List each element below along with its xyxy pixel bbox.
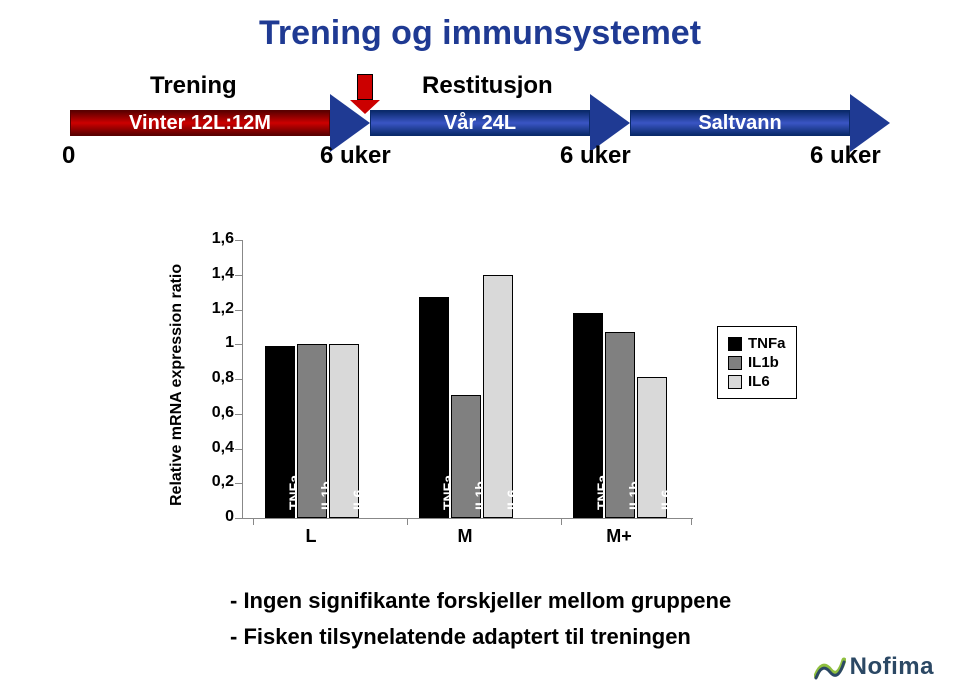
cat-tick (561, 518, 562, 525)
timeline-segment-1: Vår 24L (370, 110, 630, 136)
y-tick-mark (235, 483, 242, 484)
bar-M-IL6 (483, 275, 513, 518)
y-tick-label: 1,4 (198, 265, 234, 283)
timeline-segment-body-1: Vår 24L (370, 110, 590, 136)
y-tick-label: 1 (198, 334, 234, 352)
phase-label-restitusjon: Restitusjon (422, 72, 553, 100)
y-axis-title: Relative mRNA expression ratio (168, 264, 186, 506)
legend-item-IL1b: IL1b (728, 354, 786, 371)
group-label-L: L (264, 526, 358, 547)
bullet-0: - Ingen signifikante forskjeller mellom … (230, 588, 731, 614)
y-tick-label: 0 (198, 508, 234, 526)
cat-tick (691, 518, 692, 525)
slide-title: Trening og immunsystemet (0, 14, 960, 53)
y-tick-label: 1,2 (198, 300, 234, 318)
timeline-segment-body-2: Saltvann (630, 110, 850, 136)
legend-swatch (728, 337, 742, 351)
plot-area: TNFaIL1bIL6TNFaIL1bIL6TNFaIL1bIL6 (242, 240, 693, 519)
legend-item-IL6: IL6 (728, 373, 786, 390)
timeline-tick-3: 6 uker (810, 142, 881, 170)
timeline-tick-1: 6 uker (320, 142, 391, 170)
y-tick-mark (235, 518, 242, 519)
legend-text: IL1b (748, 354, 779, 371)
nofima-logo: Nofima (814, 652, 934, 682)
cat-tick (407, 518, 408, 525)
bar-label: IL6 (350, 490, 366, 510)
group-label-M: M (418, 526, 512, 547)
timeline-tick-2: 6 uker (560, 142, 631, 170)
legend-item-TNFa: TNFa (728, 335, 786, 352)
y-tick-label: 0,8 (198, 369, 234, 387)
y-tick-label: 1,6 (198, 230, 234, 248)
bar-label: IL6 (658, 490, 674, 510)
bar-label: IL6 (504, 490, 520, 510)
chart: Relative mRNA expression ratio TNFaIL1bI… (150, 240, 810, 540)
timeline-segment-body-0: Vinter 12L:12M (70, 110, 330, 136)
cat-tick (253, 518, 254, 525)
y-tick-mark (235, 344, 242, 345)
timeline-tick-0: 0 (62, 142, 75, 170)
y-tick-mark (235, 240, 242, 241)
group-label-M+: M+ (572, 526, 666, 547)
legend-text: TNFa (748, 335, 786, 352)
nofima-logo-text: Nofima (850, 653, 934, 681)
phase-label-trening: Trening (150, 72, 237, 100)
y-tick-mark (235, 379, 242, 380)
timeline-segment-0: Vinter 12L:12M (70, 110, 370, 136)
y-tick-label: 0,4 (198, 439, 234, 457)
y-tick-mark (235, 310, 242, 311)
y-tick-label: 0,6 (198, 404, 234, 422)
legend-swatch (728, 375, 742, 389)
legend-text: IL6 (748, 373, 770, 390)
slide: Trening og immunsystemet Trening Restitu… (0, 0, 960, 700)
y-tick-mark (235, 414, 242, 415)
nofima-logo-icon (814, 652, 846, 682)
bullet-1: - Fisken tilsynelatende adaptert til tre… (230, 624, 691, 650)
y-tick-mark (235, 449, 242, 450)
y-tick-label: 0,2 (198, 473, 234, 491)
chart-legend: TNFa IL1b IL6 (717, 326, 797, 399)
legend-swatch (728, 356, 742, 370)
timeline-segment-2: Saltvann (630, 110, 890, 136)
y-tick-mark (235, 275, 242, 276)
